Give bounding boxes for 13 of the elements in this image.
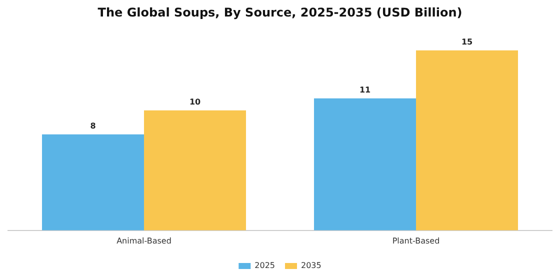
data-label: 10 <box>189 97 201 106</box>
x-tick-label: Plant-Based <box>392 236 440 246</box>
chart-title: The Global Soups, By Source, 2025-2035 (USD Billion) <box>98 5 462 20</box>
data-label: 11 <box>359 85 371 94</box>
data-label: 8 <box>90 121 96 130</box>
bar <box>144 110 246 230</box>
bar <box>416 50 518 230</box>
x-tick-label: Animal-Based <box>116 236 172 246</box>
bar <box>314 98 416 230</box>
legend-label: 2035 <box>301 261 322 270</box>
data-label: 15 <box>461 37 473 46</box>
legend-label: 2025 <box>254 261 275 270</box>
bar <box>42 134 144 230</box>
